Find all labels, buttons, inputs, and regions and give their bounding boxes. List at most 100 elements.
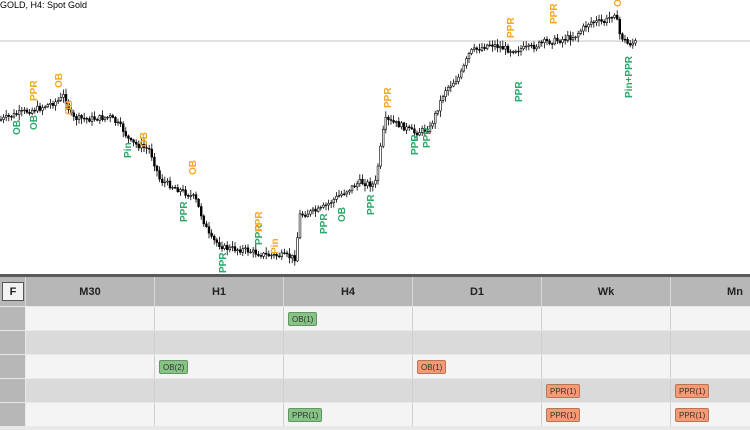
candle-body (96, 119, 99, 121)
candle-body (207, 226, 211, 234)
candle-body (426, 130, 429, 133)
matrix-cell: OB(1) (284, 307, 413, 330)
candle-body (483, 46, 486, 49)
signal-badge[interactable]: OB(1) (288, 312, 318, 326)
candle-body (90, 116, 94, 122)
candle-body (200, 206, 203, 217)
candle-body (475, 47, 478, 50)
candle-body (67, 103, 70, 111)
candle-body (184, 189, 187, 196)
candle-body (303, 214, 307, 217)
matrix-cell: PPR(1) (542, 403, 671, 426)
candle-body (155, 165, 159, 171)
matrix-cell (26, 355, 155, 378)
candle-body (168, 180, 172, 189)
candle-body (36, 105, 39, 112)
candle-body (226, 244, 229, 250)
candle-body (93, 116, 96, 120)
candle-body (80, 115, 83, 119)
candle-body (527, 44, 531, 47)
candle-body (485, 44, 489, 49)
matrix-cell (671, 331, 750, 354)
pattern-label: PPR (422, 127, 433, 148)
candle-body (296, 237, 299, 262)
signal-badge[interactable]: OB(2) (159, 360, 189, 374)
candle-body (174, 187, 177, 189)
matrix-cell (413, 331, 542, 354)
matrix-cell (413, 307, 542, 330)
candle-body (423, 128, 426, 132)
candle-body (582, 25, 585, 32)
candle-body (621, 33, 624, 40)
candle-body (163, 181, 166, 184)
panel-separator[interactable] (0, 274, 750, 277)
candle-body (433, 113, 437, 124)
candle-body (181, 189, 185, 191)
candle-body (59, 97, 63, 101)
candle-body (496, 44, 499, 49)
candle-body (0, 119, 3, 121)
signal-badge[interactable]: PPR(1) (546, 384, 581, 398)
candle-body (161, 178, 164, 183)
candle-body (30, 109, 34, 114)
candle-body (470, 49, 473, 54)
candle-body (566, 35, 570, 41)
matrix-cell (26, 331, 155, 354)
candle-body (38, 105, 42, 111)
candle-body (467, 53, 471, 59)
signal-badge[interactable]: PPR(1) (546, 408, 581, 422)
pattern-label: PPR (506, 17, 517, 38)
candle-body (337, 195, 341, 197)
candle-body (103, 117, 107, 121)
candle-body (402, 122, 406, 131)
pattern-label: OB (337, 207, 348, 222)
pattern-label: PPR (319, 213, 330, 234)
candle-body (415, 132, 419, 136)
candle-body (127, 135, 130, 139)
candle-body (75, 116, 78, 120)
pattern-label: PPR (366, 194, 377, 215)
candle-body (465, 58, 468, 66)
candle-body (51, 103, 55, 106)
candle-body (270, 254, 273, 257)
pattern-label: OB (29, 115, 40, 130)
candle-body (319, 206, 322, 209)
signal-badge[interactable]: PPR(1) (675, 408, 710, 422)
candle-body (439, 100, 442, 112)
pattern-label: PPR (218, 252, 229, 273)
candle-body (379, 145, 382, 167)
candle-body (340, 193, 343, 196)
candle-body (70, 109, 73, 114)
candle-body (459, 70, 463, 78)
candle-body (20, 109, 23, 112)
candle-body (457, 76, 460, 82)
signal-badge[interactable]: PPR(1) (288, 408, 323, 422)
candle-body (249, 251, 252, 254)
candle-body (301, 213, 304, 216)
candle-body (530, 44, 533, 47)
row-label (0, 403, 25, 426)
signal-badge[interactable]: PPR(1) (675, 384, 710, 398)
candle-body (41, 107, 44, 111)
candle-body (12, 113, 16, 118)
row-label (0, 355, 25, 378)
candle-body (626, 39, 629, 44)
candle-body (33, 109, 37, 112)
pattern-label: PPR (410, 134, 421, 155)
candle-body (17, 110, 21, 115)
candle-body (220, 246, 224, 249)
filter-button[interactable]: F (2, 282, 24, 301)
matrix-cell (671, 355, 750, 378)
candle-body (56, 100, 60, 103)
candle-body (2, 116, 5, 120)
candle-body (462, 65, 465, 72)
candle-body (322, 204, 325, 208)
candle-body (23, 109, 26, 112)
signal-badge[interactable]: OB(1) (417, 360, 447, 374)
candle-body (213, 235, 216, 241)
candle-body (10, 116, 13, 118)
candle-body (46, 104, 50, 108)
candle-body (548, 40, 551, 44)
candle-body (223, 244, 226, 249)
